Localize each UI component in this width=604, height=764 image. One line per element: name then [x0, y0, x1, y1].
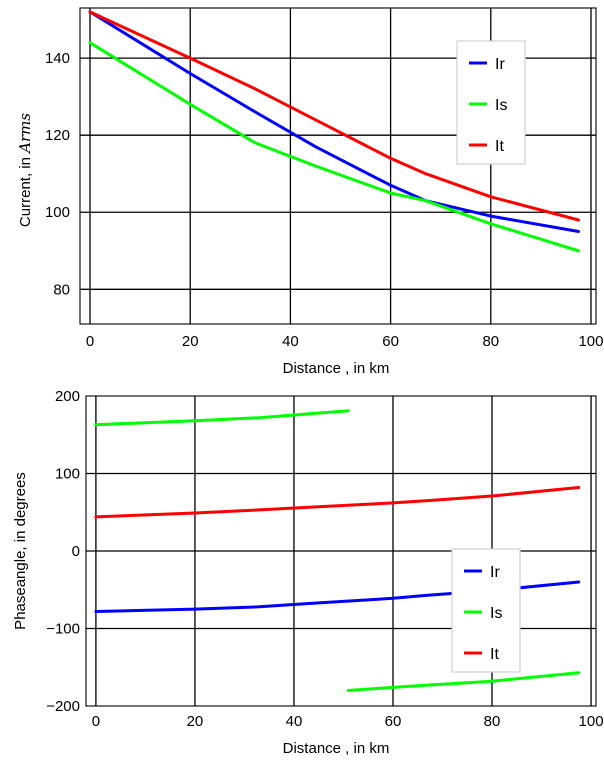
phase-chart: 0 20 40 60 80 100 −200 −100 0 100 200 Phaseangle, … [12, 388, 604, 757]
current-legend-label-it: It [495, 138, 504, 155]
current-chart-x-tick-label: 20 [182, 333, 199, 350]
phase-chart-x-tick-label: 0 [92, 713, 100, 730]
current-chart-x-tick-label: 100 [578, 333, 603, 350]
current-series-it-line [88, 10, 580, 222]
phase-chart-y-tick-label: −100 [46, 621, 80, 638]
phase-chart-x-tick-label: 100 [579, 713, 604, 730]
current-legend-label-is: Is [495, 97, 507, 114]
phase-chart-x-tick-label: 20 [187, 713, 204, 730]
current-series-ir-line [88, 10, 580, 233]
current-chart-x-tick-label: 80 [482, 333, 499, 350]
phase-chart-y-tick-label: 0 [72, 543, 80, 560]
current-chart: 0 20 40 60 80 100 80 100 120 140 Current, in Arms… [16, 7, 604, 377]
phase-series-is-line [94, 409, 350, 427]
current-chart-y-axis-label: Current, in Arms [16, 113, 34, 227]
phase-legend-label-ir: Ir [490, 564, 500, 581]
current-chart-x-tick-label: 60 [382, 333, 399, 350]
current-chart-legend-box [456, 40, 526, 165]
phase-chart-y-tick-label: 200 [55, 388, 80, 405]
phase-legend-label-it: It [490, 646, 499, 663]
current-chart-x-tick-label: 40 [282, 333, 299, 350]
phase-series-is-line [346, 671, 581, 692]
phase-chart-x-tick-label: 80 [484, 713, 501, 730]
current-chart-y-tick-label: 100 [45, 204, 70, 221]
current-chart-x-axis-label: Distance , in km [283, 360, 390, 377]
phase-chart-x-tick-label: 60 [385, 713, 402, 730]
phase-chart-ticks: 0 20 40 60 80 100 −200 −100 0 100 200 [46, 388, 603, 730]
phase-chart-x-axis-label: Distance , in km [283, 740, 390, 757]
current-chart-y-axis-label-prefix: Current, in [17, 153, 34, 227]
current-chart-y-tick-label: 140 [45, 50, 70, 67]
current-legend-label-ir: Ir [495, 56, 505, 73]
phase-series-it-line [94, 486, 581, 519]
current-chart-frame [79, 7, 597, 325]
phase-chart-series [94, 409, 581, 692]
current-chart-y-axis-label-math: Arms [16, 113, 34, 155]
current-chart-ticks: 0 20 40 60 80 100 80 100 120 140 [45, 50, 604, 350]
phase-chart-y-tick-label: 100 [55, 466, 80, 483]
phase-chart-legend: Ir Is It [451, 548, 521, 673]
current-chart-x-tick-label: 0 [86, 333, 94, 350]
phase-chart-frame [85, 395, 597, 707]
current-chart-y-tick-label: 80 [53, 281, 70, 298]
phase-chart-legend-box [451, 548, 521, 673]
current-chart-y-tick-label: 120 [45, 127, 70, 144]
current-chart-series [88, 10, 580, 253]
current-series-is-line [88, 41, 580, 253]
phase-legend-label-is: Is [490, 605, 502, 622]
current-chart-legend: Ir Is It [456, 40, 526, 165]
phase-chart-y-tick-label: −200 [46, 698, 80, 715]
phase-chart-y-axis-label: Phaseangle, in degrees [12, 472, 29, 630]
phase-chart-x-tick-label: 40 [286, 713, 303, 730]
